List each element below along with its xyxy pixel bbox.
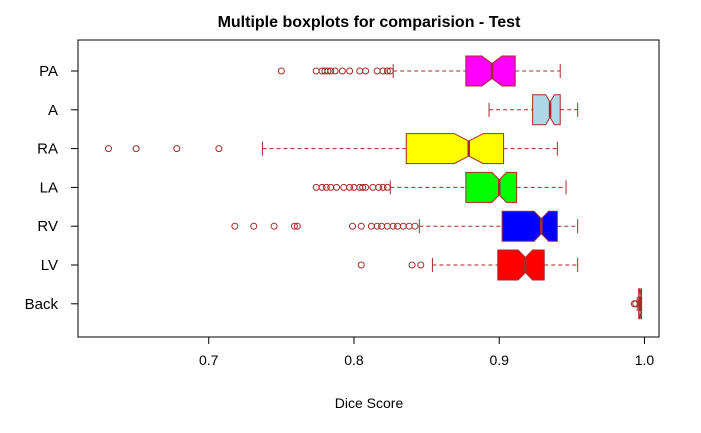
outlier-point [357, 261, 365, 269]
outlier-point [105, 145, 113, 153]
outlier-point [383, 67, 391, 75]
outlier-point [270, 222, 278, 230]
outlier-point [324, 67, 332, 75]
outlier-point [277, 67, 285, 75]
outlier-point [383, 222, 391, 230]
x-tick-label: 0.7 [199, 352, 219, 368]
boxplot-ra [105, 133, 558, 165]
boxplot-series [105, 55, 643, 320]
outlier-point [373, 67, 381, 75]
outlier-point [405, 222, 413, 230]
category-label: A [48, 102, 58, 119]
outlier-point [369, 183, 377, 191]
outlier-point [379, 67, 387, 75]
boxplot-lv [357, 249, 579, 281]
outlier-point [632, 300, 640, 308]
outlier-point [290, 222, 298, 230]
outlier-point [215, 145, 223, 153]
outlier-point [350, 183, 358, 191]
category-label: PA [39, 63, 58, 80]
boxplot-rv [231, 210, 579, 242]
outlier-point [359, 183, 367, 191]
outlier-point [362, 183, 370, 191]
box-rv [501, 210, 558, 242]
outlier-point [250, 222, 258, 230]
outlier-point [327, 183, 335, 191]
x-axis-label: Dice Score [335, 395, 404, 411]
category-label: RA [37, 141, 58, 158]
x-tick-label: 0.9 [489, 352, 509, 368]
category-label: RV [37, 218, 58, 235]
outlier-point [389, 222, 397, 230]
outlier-point [356, 67, 364, 75]
category-label: Back [25, 296, 59, 313]
outlier-point [417, 261, 425, 269]
outlier-point [411, 222, 419, 230]
boxplot-a [488, 94, 579, 126]
outlier-point [173, 145, 181, 153]
x-axis: 0.7 0.8 0.9 1.0 [199, 336, 655, 368]
category-label: LA [40, 179, 58, 196]
outlier-point [373, 222, 381, 230]
outlier-point [322, 183, 330, 191]
x-tick-label: 0.8 [344, 352, 364, 368]
box-lv [497, 249, 545, 281]
outlier-point [340, 183, 348, 191]
outlier-point [379, 183, 387, 191]
outlier-point [346, 183, 354, 191]
outlier-point [312, 67, 320, 75]
outlier-point [132, 145, 140, 153]
box-ra [405, 133, 505, 165]
boxplot-la [312, 171, 567, 203]
x-tick-label: 1.0 [635, 352, 655, 368]
outlier-point [312, 183, 320, 191]
outlier-point [362, 67, 370, 75]
category-labels: PA A RA LA RV LV Back [25, 63, 78, 313]
outlier-point [367, 222, 375, 230]
outlier-point [338, 67, 346, 75]
outlier-point [349, 222, 357, 230]
outlier-point [399, 222, 407, 230]
outlier-point [408, 261, 416, 269]
boxplot-back [630, 288, 643, 320]
boxplot-pa [277, 55, 561, 87]
chart-title: Multiple boxplots for comparision - Test [218, 14, 522, 31]
outlier-point [327, 67, 335, 75]
box-la [465, 171, 518, 203]
category-label: LV [41, 257, 58, 274]
outlier-point [394, 222, 402, 230]
outlier-point [293, 222, 301, 230]
outlier-point [357, 222, 365, 230]
box-pa [465, 55, 516, 87]
outlier-point [318, 183, 326, 191]
outlier-point [375, 183, 383, 191]
outlier-point [333, 183, 341, 191]
outlier-point [346, 67, 354, 75]
outlier-point [386, 67, 394, 75]
box-a [532, 94, 561, 126]
outlier-point [231, 222, 239, 230]
outlier-point [383, 183, 391, 191]
outlier-point [378, 222, 386, 230]
outlier-point [331, 67, 339, 75]
